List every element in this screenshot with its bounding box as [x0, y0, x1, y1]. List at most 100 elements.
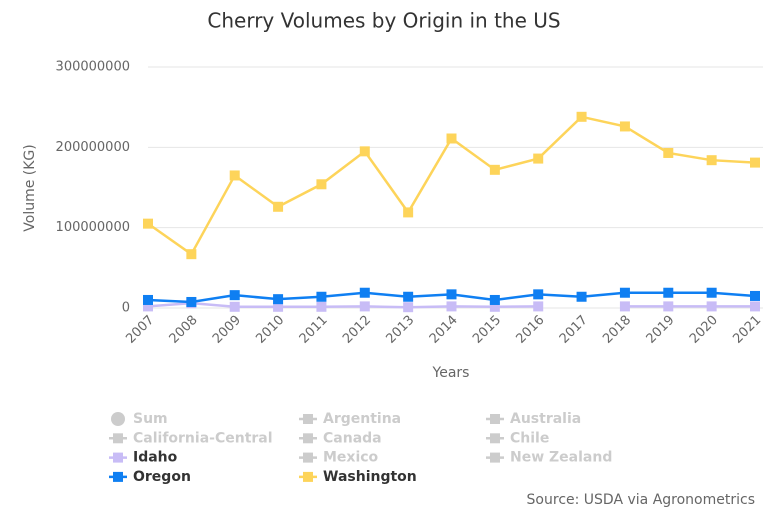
x-tick-label: 2008	[167, 313, 201, 347]
data-point	[316, 179, 327, 190]
legend-label: New Zealand	[510, 450, 612, 466]
data-point	[273, 294, 284, 305]
x-tick-label: 2021	[730, 313, 764, 347]
data-point	[446, 289, 457, 300]
x-tick-label: 2011	[297, 313, 331, 347]
data-point	[533, 301, 544, 312]
legend-item[interactable]: California-Central	[109, 430, 273, 446]
legend-label: Idaho	[133, 450, 178, 466]
data-point	[316, 301, 327, 312]
legend-symbol	[490, 414, 500, 424]
x-tick-label: 2015	[470, 313, 504, 347]
data-point	[489, 301, 500, 312]
legend-label: California-Central	[133, 430, 273, 446]
legend-label: Australia	[510, 411, 581, 427]
data-point	[229, 170, 240, 181]
x-tick-label: 2017	[557, 313, 591, 347]
legend-symbol	[303, 452, 313, 463]
x-tick-label: 2016	[514, 313, 548, 347]
legend-symbol	[111, 412, 125, 426]
legend-item[interactable]: Oregon	[109, 469, 191, 485]
x-tick-label: 2009	[210, 313, 244, 347]
data-point	[750, 301, 760, 312]
legend-label: Washington	[323, 469, 417, 485]
y-tick-label: 200000000	[56, 140, 130, 155]
legend-item[interactable]: Sum	[111, 411, 168, 427]
legend-item[interactable]: Washington	[299, 469, 417, 485]
x-tick-label: 2019	[644, 313, 678, 347]
data-point	[186, 296, 197, 307]
x-tick-label: 2014	[427, 313, 461, 347]
legend-symbol	[113, 452, 123, 463]
chart-title: Cherry Volumes by Origin in the US	[207, 9, 560, 33]
data-point	[143, 294, 153, 305]
data-point	[186, 249, 197, 260]
x-tick-label: 2012	[340, 313, 374, 347]
y-tick-label: 0	[122, 301, 130, 316]
data-point	[706, 301, 717, 312]
legend-symbol	[113, 471, 123, 482]
data-point	[229, 290, 240, 301]
x-tick-label: 2018	[600, 313, 634, 347]
legend-item[interactable]: Argentina	[299, 411, 401, 427]
data-point	[750, 290, 760, 301]
legend-label: Mexico	[323, 450, 379, 466]
legend-symbol	[490, 452, 500, 463]
data-point	[706, 155, 717, 166]
legend-item[interactable]: Canada	[299, 430, 382, 446]
x-axis-title: Years	[432, 365, 470, 381]
data-point	[143, 301, 153, 312]
data-point	[619, 287, 630, 298]
data-point	[143, 218, 153, 229]
data-point	[663, 301, 674, 312]
data-point	[273, 301, 284, 312]
data-point	[446, 301, 457, 312]
legend-item[interactable]: Mexico	[299, 450, 379, 466]
data-point	[359, 287, 370, 298]
x-tick-label: 2010	[253, 313, 287, 347]
data-point	[663, 287, 674, 298]
legend-symbol	[113, 433, 123, 444]
legend-item[interactable]: New Zealand	[486, 450, 612, 466]
legend-label: Argentina	[323, 411, 401, 427]
legend-item[interactable]: Chile	[486, 430, 549, 446]
x-tick-label: 2020	[687, 313, 721, 347]
legend-symbol	[490, 433, 500, 444]
data-point	[533, 153, 544, 164]
legend-symbol	[303, 433, 313, 444]
y-tick-label: 300000000	[56, 60, 130, 75]
legend-label: Chile	[510, 430, 549, 446]
legend-label: Oregon	[133, 469, 191, 485]
data-point	[619, 301, 630, 312]
y-axis-title: Volume (KG)	[22, 144, 38, 231]
data-point	[403, 302, 414, 313]
data-point	[489, 164, 500, 175]
data-point	[576, 291, 587, 302]
data-point	[403, 291, 414, 302]
data-point	[359, 301, 370, 312]
legend-item[interactable]: Australia	[486, 411, 581, 427]
data-point	[663, 147, 674, 158]
source-credit: Source: USDA via Agronometrics	[527, 492, 755, 508]
series-line	[147, 301, 755, 309]
legend-symbol	[303, 471, 313, 482]
legend-label: Sum	[133, 411, 168, 427]
data-point	[403, 207, 414, 218]
data-point	[489, 294, 500, 305]
data-point	[446, 133, 457, 144]
data-point	[706, 287, 717, 298]
data-point	[316, 291, 327, 302]
legend-item[interactable]: Idaho	[109, 450, 178, 466]
data-point	[533, 289, 544, 300]
data-point	[619, 121, 630, 132]
y-tick-label: 100000000	[56, 220, 130, 235]
legend-label: Canada	[323, 430, 382, 446]
x-tick-label: 2007	[123, 313, 157, 347]
data-point	[576, 111, 587, 122]
data-point	[273, 201, 284, 212]
data-point	[359, 146, 370, 157]
x-tick-label: 2013	[383, 313, 417, 347]
data-point	[750, 157, 760, 168]
legend-symbol	[303, 414, 313, 424]
